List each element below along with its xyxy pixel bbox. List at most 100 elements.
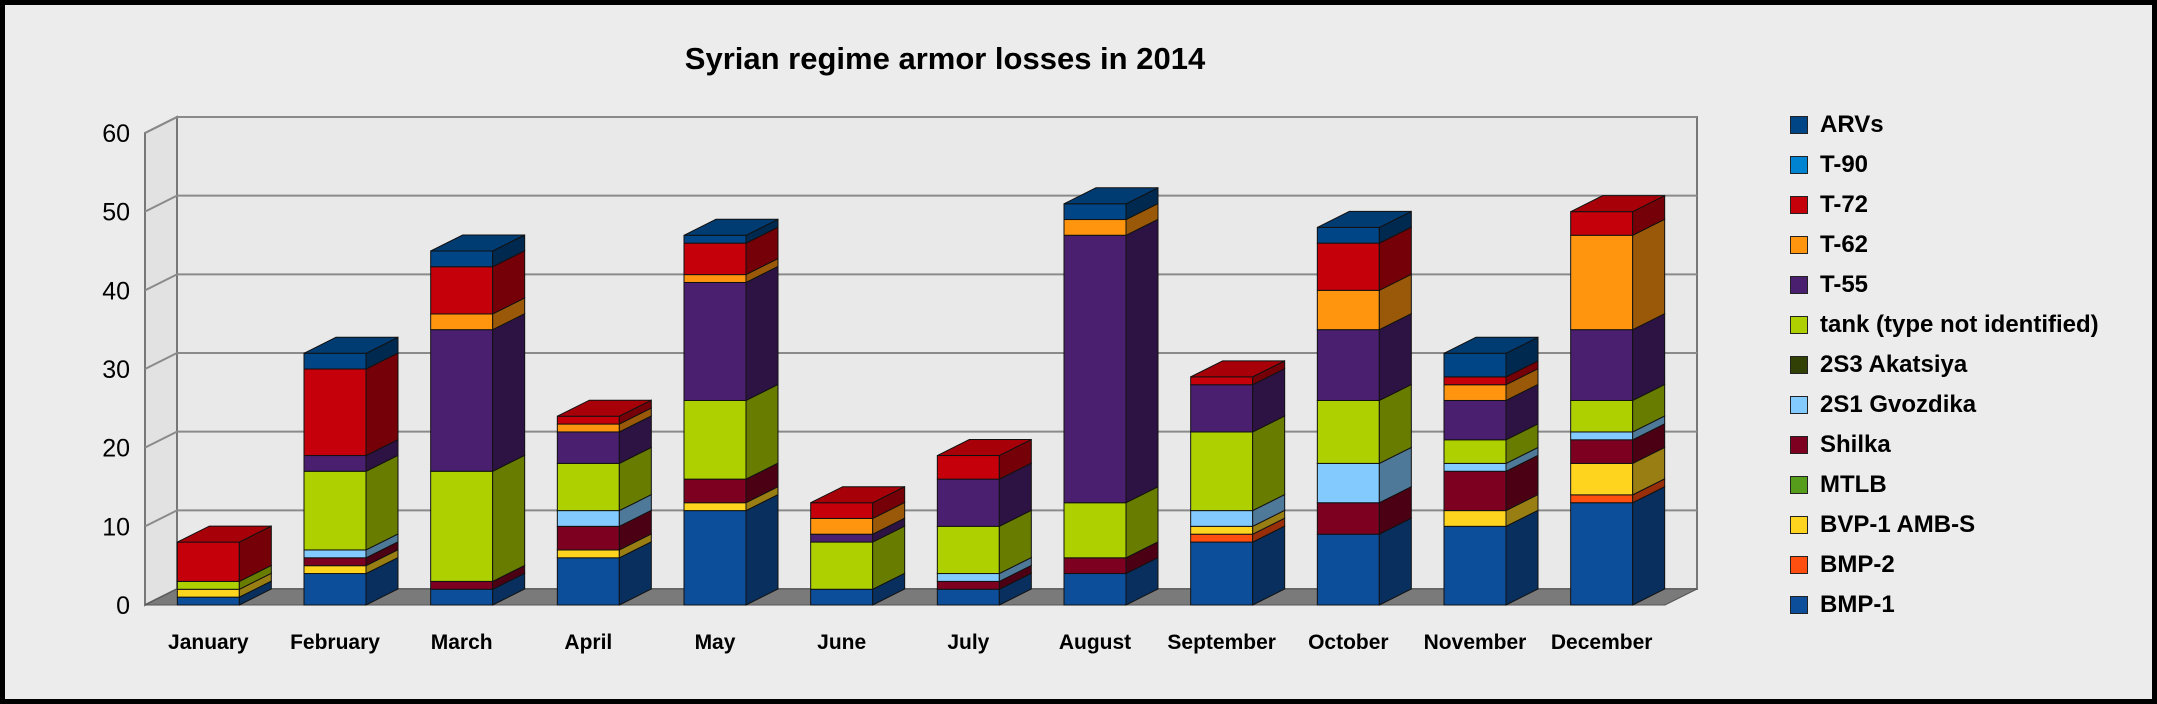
legend-item: BMP-1	[1790, 585, 2099, 625]
bar-segment	[1190, 525, 1286, 606]
bar-segment	[1063, 556, 1159, 606]
bar-segment	[556, 415, 652, 465]
y-tick-label: 20	[102, 435, 130, 463]
plot-area: 0 10 20 30 40 50 60 January February March April Ma…	[102, 115, 1698, 654]
bar-segment	[1316, 210, 1412, 244]
bar-segment	[303, 556, 399, 606]
bar-segment	[556, 509, 652, 551]
legend-item: T-62	[1790, 225, 2099, 265]
x-tick-label: July	[947, 631, 989, 654]
x-tick-label: October	[1308, 631, 1389, 654]
bar-segment	[1063, 186, 1159, 221]
bar-segment	[303, 454, 399, 551]
bar-segment	[430, 234, 526, 268]
bar-segment	[1570, 446, 1666, 496]
x-tick-label: May	[695, 631, 736, 654]
legend-label: ARVs	[1820, 111, 1884, 138]
legend-label: T-62	[1820, 231, 1869, 258]
legend-swatch	[1790, 236, 1808, 254]
bar-segment	[1063, 218, 1159, 504]
legend-swatch	[1790, 356, 1808, 374]
bar-segment	[810, 572, 906, 606]
legend-item: T-72	[1790, 185, 2099, 225]
bar-segment	[1316, 517, 1412, 606]
legend-swatch	[1790, 436, 1808, 454]
legend-swatch	[1790, 196, 1808, 214]
floor	[144, 588, 1698, 606]
legend-item: 2S1 Gvozdika	[1790, 385, 2099, 425]
bar-segment	[1570, 383, 1666, 433]
bar-segment	[1443, 493, 1539, 528]
legend-swatch	[1790, 316, 1808, 334]
legend-item: BMP-2	[1790, 545, 2099, 585]
bar-segment	[303, 336, 399, 370]
bar-segment	[430, 454, 526, 583]
bar-segment	[810, 485, 906, 520]
legend-item: T-90	[1790, 145, 2099, 185]
legend-label: BMP-2	[1820, 551, 1895, 578]
bar-segment	[430, 297, 526, 331]
bar-segment	[683, 265, 779, 402]
legend-item: tank (type not identified)	[1790, 305, 2099, 345]
x-tick-label: January	[168, 631, 249, 654]
bar-segment	[1190, 415, 1286, 512]
bar-segment	[556, 399, 652, 425]
gridline-side	[144, 430, 178, 449]
gridline-side	[144, 273, 178, 292]
y-tick-label: 30	[102, 356, 130, 384]
bar-segment	[430, 312, 526, 473]
legend-swatch	[1790, 516, 1808, 534]
legend: ARVs T-90 T-72 T-62 T-55 tank (type not ident…	[1790, 105, 2099, 625]
legend-label: MTLB	[1820, 471, 1887, 498]
bar-segment	[1063, 485, 1159, 559]
x-tick-label: December	[1551, 631, 1653, 654]
bar-segment	[1443, 336, 1539, 378]
bar-segment	[683, 226, 779, 276]
legend-label: BVP-1 AMB-S	[1820, 511, 1976, 538]
bar-segment	[556, 446, 652, 512]
bar-segment	[1063, 202, 1159, 237]
legend-swatch	[1790, 596, 1808, 614]
legend-label: 2S3 Akatsiya	[1820, 351, 1968, 378]
legend-swatch	[1790, 276, 1808, 294]
y-tick-label: 40	[102, 277, 130, 305]
bar-segment	[1316, 226, 1412, 292]
bar-segment	[430, 572, 526, 606]
bar-segment	[1570, 485, 1666, 606]
legend-item: T-55	[1790, 265, 2099, 305]
y-tick-label: 10	[102, 513, 130, 541]
bar-segment	[936, 438, 1032, 480]
bar-segment	[1443, 367, 1539, 402]
legend-label: T-72	[1820, 191, 1869, 218]
legend-label: BMP-1	[1820, 591, 1895, 618]
legend-label: T-90	[1820, 151, 1869, 178]
bar-segment	[1570, 194, 1666, 237]
bar-segment	[303, 352, 399, 457]
bar-segment	[683, 383, 779, 480]
bar-segment	[1570, 312, 1666, 402]
gridline-side	[144, 352, 178, 370]
bar-segment	[430, 249, 526, 315]
bar-segment	[1443, 509, 1539, 606]
x-tick-label: August	[1059, 631, 1131, 654]
x-tick-label: March	[431, 631, 493, 654]
x-tick-label: February	[290, 631, 380, 654]
bar-segment	[936, 462, 1032, 528]
bar-segment	[1316, 383, 1412, 465]
legend-swatch	[1790, 476, 1808, 494]
bar-segment	[1570, 218, 1666, 331]
bar-segment	[1443, 422, 1539, 465]
legend-label: T-55	[1820, 271, 1869, 298]
legend-swatch	[1790, 116, 1808, 134]
bar-segment	[1316, 446, 1412, 504]
legend-swatch	[1790, 156, 1808, 174]
legend-label: tank (type not identified)	[1820, 311, 2099, 338]
chart-title: Syrian regime armor losses in 2014	[684, 41, 1206, 76]
legend-item: BVP-1 AMB-S	[1790, 505, 2099, 545]
x-tick-label: September	[1167, 631, 1276, 654]
legend-label: Shilka	[1820, 431, 1891, 458]
bar-segment	[176, 525, 272, 583]
y-tick-label: 60	[102, 120, 130, 148]
bar-segment	[1316, 485, 1412, 536]
